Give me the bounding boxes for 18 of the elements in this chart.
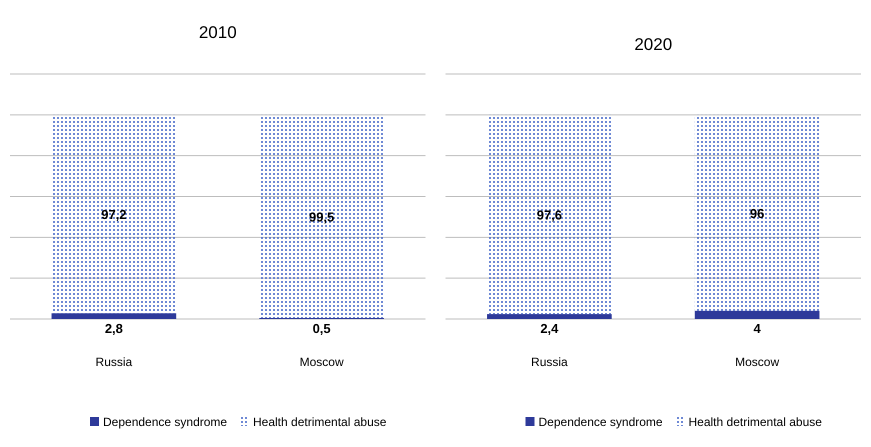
data-label: 2,8	[104, 321, 123, 336]
data-label: 97,2	[101, 207, 127, 222]
data-label: 99,5	[308, 209, 334, 224]
data-label: 4	[754, 321, 762, 336]
x-tick-label: Moscow	[300, 355, 344, 369]
data-label: 97,6	[536, 207, 562, 222]
legend-label: Dependence syndrome	[538, 415, 663, 429]
data-label: 0,5	[312, 321, 331, 336]
chart-title: 2010	[198, 23, 237, 42]
data-label: 96	[750, 206, 764, 221]
x-tick-label: Moscow	[735, 355, 780, 369]
legend-label: Health detrimental abuse	[688, 415, 822, 429]
chart-title: 2020	[634, 35, 672, 54]
data-label: 2,4	[540, 321, 560, 336]
legend-label: Dependence syndrome	[103, 415, 228, 429]
x-tick-label: Russia	[531, 355, 568, 369]
legend-label: Health detrimental abuse	[253, 415, 387, 429]
x-tick-label: Russia	[96, 355, 133, 369]
